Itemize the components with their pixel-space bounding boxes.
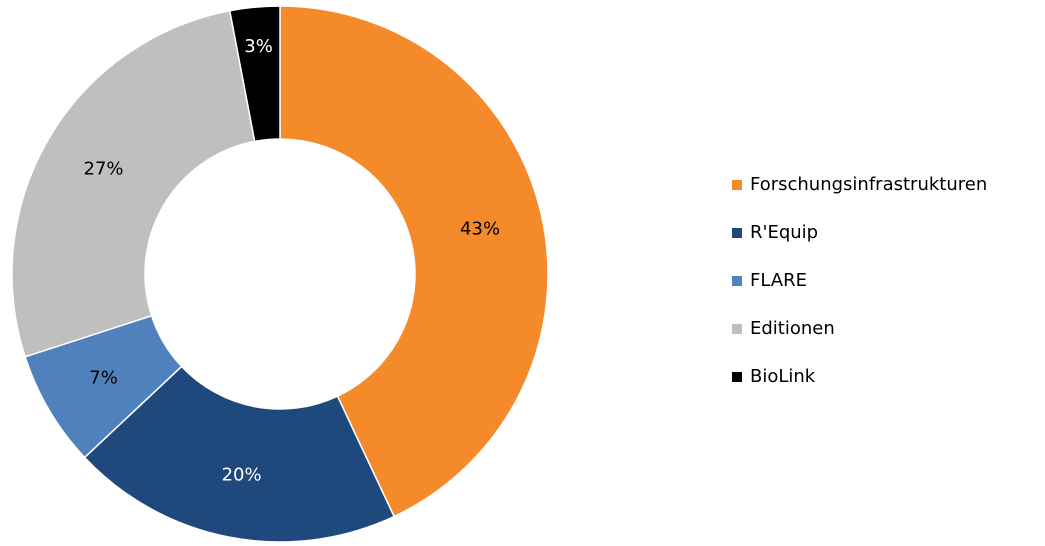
legend-label: FLARE (750, 270, 807, 291)
donut-segment (279, 5, 549, 518)
legend-swatch (732, 180, 742, 190)
data-label: 7% (89, 367, 118, 388)
legend-label: R'Equip (750, 222, 818, 243)
donut-segment (11, 9, 256, 358)
data-label: 3% (244, 36, 273, 57)
donut-segment (228, 5, 281, 143)
donut-segment (83, 365, 396, 543)
legend-swatch (732, 228, 742, 238)
legend-swatch (732, 372, 742, 382)
data-label: 43% (460, 218, 500, 239)
legend-label: Editionen (750, 318, 835, 339)
legend-swatch (732, 324, 742, 334)
legend-label: Forschungsinfrastrukturen (750, 174, 987, 195)
legend-swatch (732, 276, 742, 286)
data-label: 27% (84, 159, 124, 180)
data-label: 20% (222, 464, 262, 485)
legend-label: BioLink (750, 366, 816, 387)
